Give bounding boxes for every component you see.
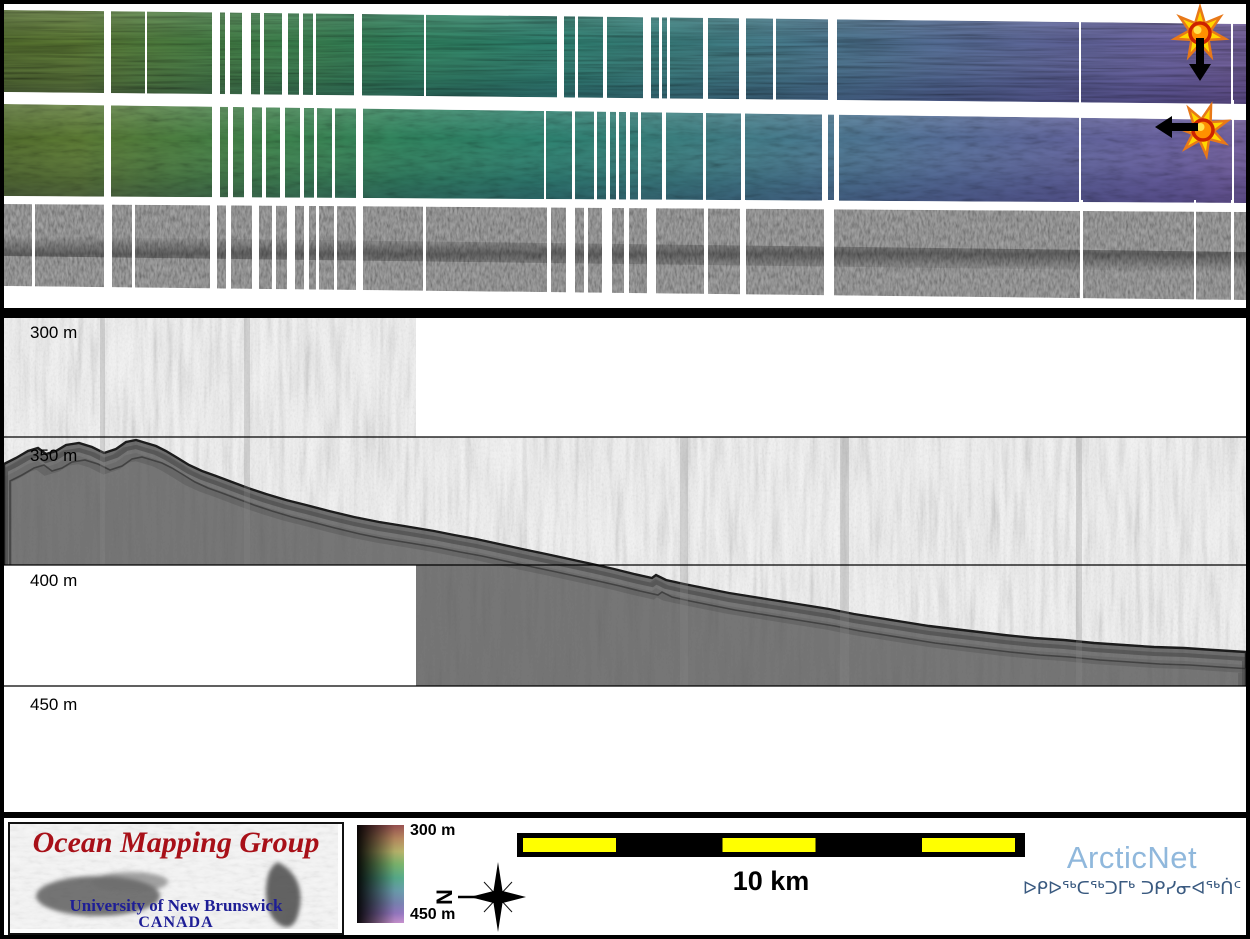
- sonar-strips-graphic: [4, 4, 1246, 308]
- depth-colorbar: [357, 825, 404, 923]
- subbottom-profile-panel: 300 m 350 m 400 m 450 m: [4, 318, 1246, 812]
- depth-label-350: 350 m: [30, 446, 77, 465]
- survey-line-gaps: [104, 6, 1233, 110]
- sun-illumination-east-icon: [1155, 101, 1232, 161]
- depth-label-400: 400 m: [30, 571, 77, 590]
- bathymetry-strip-sun-east: [4, 100, 1246, 208]
- scale-bar-label: 10 km: [732, 866, 810, 896]
- backscatter-strip: [4, 200, 1246, 308]
- depth-label-300: 300 m: [30, 323, 77, 342]
- sonar-strips-panel: [4, 4, 1246, 308]
- arcticnet-inuktitut: ᐅᑭᐅᖅᑕᖅᑐᒥᒃ ᑐᑭᓯᓂᐊᖅᑏᑦ: [1022, 877, 1242, 899]
- scale-bar-segments: [523, 838, 1015, 852]
- panel-divider: [4, 812, 1246, 818]
- depth-label-450: 450 m: [30, 695, 77, 714]
- omg-logo-background: [10, 824, 338, 929]
- colorbar-top-label: 300 m: [410, 822, 456, 839]
- colorbar-bottom-label: 450 m: [410, 906, 456, 923]
- omg-title: Ocean Mapping Group: [32, 826, 320, 859]
- arrow-down-icon: [1189, 38, 1211, 81]
- north-arrow: N: [436, 862, 526, 932]
- panel-divider: [4, 308, 1246, 318]
- sonar-shadow-blobs: [36, 862, 301, 928]
- echogram-data: [4, 318, 1246, 686]
- survey-line-gaps: [104, 100, 1234, 208]
- omg-country: CANADA: [138, 914, 214, 931]
- arcticnet-logo: ArcticNet ᐅᑭᐅᖅᑕᖅᑐᒥᒃ ᑐᑭᓯᓂᐊᖅᑏᑦ: [1018, 840, 1246, 899]
- scale-bar: [517, 833, 1025, 857]
- survey-line-gaps: [32, 200, 1234, 308]
- legend-bar: Ocean Mapping Group University of New Br…: [4, 818, 1246, 935]
- arcticnet-name: ArcticNet: [1066, 840, 1198, 875]
- north-compass-star-icon: [458, 862, 526, 932]
- omg-institution: University of New Brunswick: [69, 896, 283, 915]
- north-label: N: [436, 889, 457, 905]
- subbottom-profile-graphic: 300 m 350 m 400 m 450 m: [4, 318, 1246, 714]
- water-column-streaks: [100, 318, 1082, 686]
- depth-gridlines: [4, 436, 1246, 687]
- omg-logo: Ocean Mapping Group University of New Br…: [8, 822, 344, 935]
- sun-illumination-north-icon: [1170, 4, 1230, 81]
- bathymetry-strip-sun-north: [4, 6, 1246, 110]
- arrow-left-icon: [1155, 116, 1198, 138]
